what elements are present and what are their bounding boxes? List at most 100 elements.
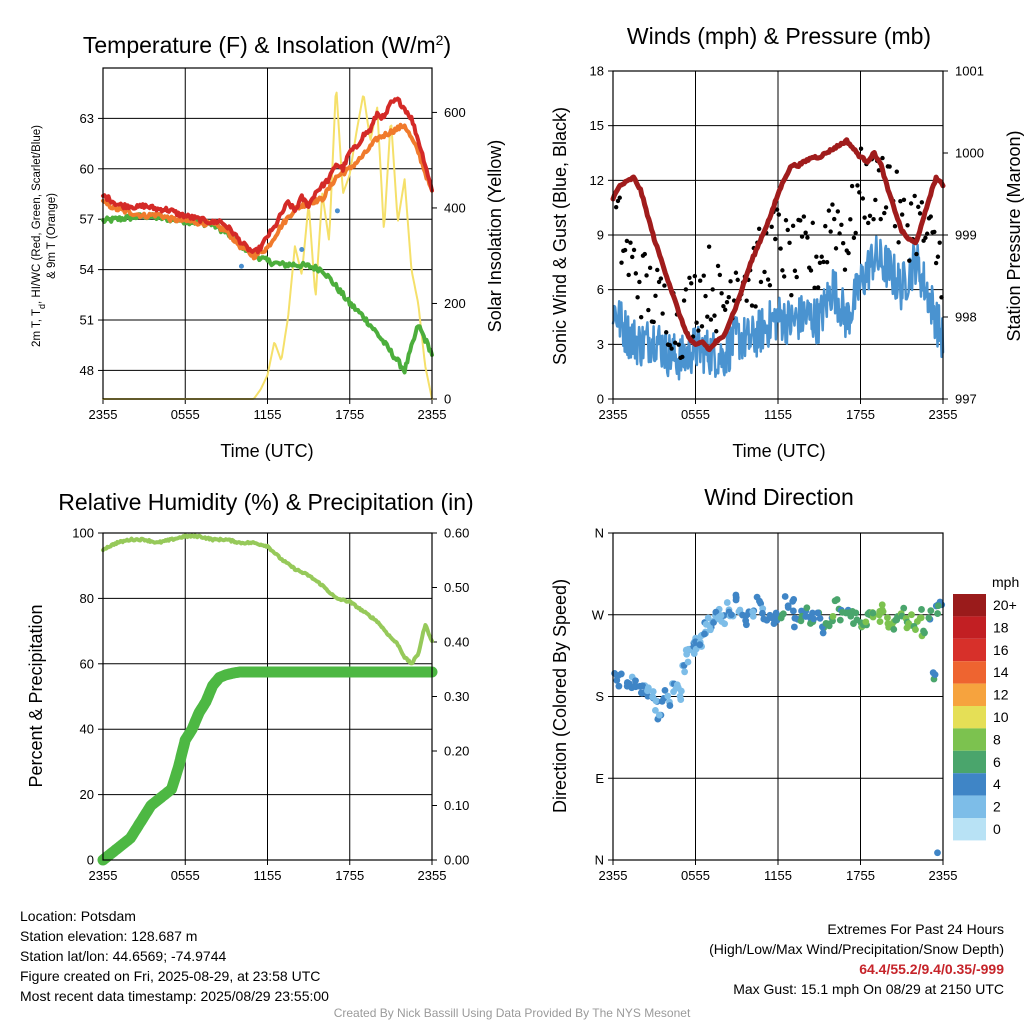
speed-legend-swatch bbox=[953, 638, 986, 662]
wind-direction-panel-title: Wind Direction bbox=[704, 484, 854, 510]
gust-point bbox=[646, 307, 651, 313]
temperature-frame bbox=[102, 67, 433, 400]
gust-point bbox=[896, 240, 901, 245]
wind-direction-point bbox=[912, 626, 919, 634]
wind-direction-point bbox=[652, 697, 660, 705]
speed-legend-swatch bbox=[953, 795, 986, 818]
gust-point bbox=[785, 227, 790, 233]
gust-point bbox=[849, 183, 855, 189]
wind-direction-point bbox=[779, 611, 786, 619]
gust-point bbox=[683, 287, 689, 292]
gust-point bbox=[803, 230, 808, 235]
winds-y2-tick-label: 1001 bbox=[955, 64, 984, 79]
speed-legend-label: 2 bbox=[993, 799, 1001, 815]
heat-index-point bbox=[334, 208, 340, 214]
direction-x-tick-label: 2355 bbox=[929, 868, 958, 883]
gust-point bbox=[758, 279, 764, 285]
wind-direction-point bbox=[789, 607, 797, 615]
figure-created: Figure created on Fri, 2025-08-29, at 23… bbox=[20, 968, 321, 984]
winds-y-tick-label: 3 bbox=[597, 337, 604, 352]
gust-point bbox=[721, 303, 726, 309]
speed-legend: 20+ 18 16 14 12 10 8 6 4 2 0 bbox=[953, 594, 1017, 841]
wind-direction-point bbox=[651, 706, 659, 714]
gust-point bbox=[828, 229, 833, 234]
9m-temperature-line bbox=[101, 122, 434, 261]
gust-point bbox=[656, 279, 662, 285]
wind-direction-point bbox=[696, 641, 704, 649]
gust-point bbox=[928, 214, 933, 219]
gust-point bbox=[631, 247, 637, 253]
gust-point bbox=[633, 271, 639, 276]
gust-point bbox=[710, 287, 715, 292]
wind-direction-point bbox=[710, 619, 717, 626]
temperature-panel-title: Temperature (F) & Insolation (W/m2) bbox=[83, 32, 451, 58]
gust-point bbox=[664, 330, 669, 335]
gust-point bbox=[753, 304, 758, 309]
gust-point bbox=[812, 285, 817, 290]
gust-point bbox=[790, 223, 796, 229]
wind-direction-point bbox=[639, 682, 647, 690]
direction-x-tick-label: 0555 bbox=[681, 868, 710, 883]
gust-point bbox=[712, 313, 717, 318]
wind-direction-point bbox=[934, 610, 942, 617]
gust-point bbox=[703, 293, 708, 299]
temperature-y-tick-label: 57 bbox=[80, 212, 94, 227]
wind-direction-point bbox=[934, 849, 941, 857]
wind-direction-point bbox=[684, 645, 692, 653]
wind-direction-point bbox=[717, 612, 725, 619]
humidity-y-tick-label: 20 bbox=[80, 787, 94, 802]
gust-point bbox=[644, 273, 649, 278]
direction-series bbox=[611, 591, 946, 857]
speed-legend-title: mph bbox=[992, 574, 1019, 590]
gust-point bbox=[873, 197, 878, 203]
wind-direction-point bbox=[836, 616, 844, 624]
wind-direction-point bbox=[831, 597, 839, 605]
wind-direction-point bbox=[789, 597, 797, 605]
wind-direction-point bbox=[890, 625, 898, 633]
wind-direction-panel: Wind Direction Direction (Colored By Spe… bbox=[550, 484, 1019, 813]
direction-x-tick-label: 1155 bbox=[764, 868, 792, 883]
gust-point bbox=[669, 346, 674, 351]
wind-direction-point bbox=[614, 672, 622, 679]
wind-direction-point bbox=[816, 614, 824, 622]
gust-point bbox=[878, 216, 883, 222]
gust-point bbox=[866, 220, 871, 226]
gust-point bbox=[899, 212, 905, 217]
gust-point bbox=[744, 298, 749, 303]
wind-direction-point bbox=[824, 620, 831, 628]
temperature-y-tick-label: 54 bbox=[80, 262, 94, 277]
2m-temperature-line bbox=[101, 96, 434, 255]
heat-index-point bbox=[238, 263, 244, 269]
gust-point bbox=[726, 295, 731, 300]
gust-point bbox=[935, 254, 941, 259]
gust-point bbox=[667, 342, 672, 348]
gust-point bbox=[719, 291, 724, 296]
gust-point bbox=[733, 270, 739, 275]
speed-legend-label: 10 bbox=[993, 709, 1009, 725]
gust-point bbox=[905, 223, 910, 228]
direction-y-tick-label: N bbox=[595, 853, 604, 868]
relative-humidity-line bbox=[101, 533, 434, 666]
gust-point bbox=[778, 246, 783, 251]
speed-legend-swatch bbox=[953, 773, 986, 796]
temperature-x-tick-label: 2355 bbox=[89, 407, 118, 422]
gust-point bbox=[613, 204, 619, 210]
wind-direction-point bbox=[878, 601, 886, 609]
wind-direction-point bbox=[819, 629, 827, 637]
gust-point bbox=[826, 208, 832, 213]
gust-point bbox=[860, 196, 866, 201]
wind-direction-point bbox=[814, 609, 822, 617]
temperature-y2-tick-label: 0 bbox=[444, 392, 451, 407]
gust-point bbox=[658, 276, 664, 281]
wind-direction-point bbox=[658, 698, 666, 705]
gust-point bbox=[801, 214, 807, 219]
gust-point bbox=[837, 231, 842, 236]
temperature-y-tick-label: 51 bbox=[80, 313, 94, 328]
direction-y-axis-label: Direction (Colored By Speed) bbox=[550, 579, 570, 813]
temperature-x-axis-label: Time (UTC) bbox=[220, 441, 313, 461]
wind-direction-point bbox=[723, 599, 731, 606]
gust-point bbox=[630, 254, 635, 260]
humidity-y2-tick-label: 0.30 bbox=[444, 689, 469, 704]
winds-y-tick-label: 9 bbox=[597, 228, 604, 243]
speed-legend-label: 8 bbox=[993, 731, 1001, 747]
